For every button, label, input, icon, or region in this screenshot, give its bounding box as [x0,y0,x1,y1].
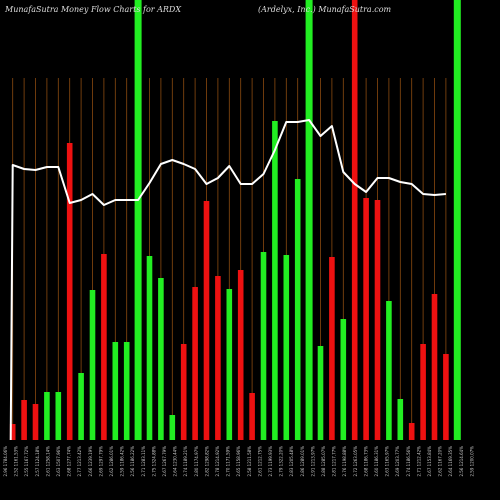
bar [237,270,244,440]
x-tick-label: 2.63 1165.97% [385,446,390,477]
bar [351,0,358,440]
x-tick-label: 2.61 1212.75% [257,446,262,477]
x-tick-label: 2.76 1198.88% [342,446,347,477]
x-tick-label: 2.59 1186.42% [120,446,125,477]
bar [226,289,233,440]
bar [215,276,221,440]
x-tick-label: 2.88 1285.07% [321,446,326,477]
x-tick-label: 2.68 1277.74% [67,446,72,477]
x-tick-label: 2.81 1217.77% [332,446,337,477]
bar [180,344,187,440]
x-tick-label: 2.66 1239.19% [88,446,93,477]
bar [374,200,381,440]
bar [123,342,130,440]
bar [192,287,198,440]
bar [453,0,461,440]
bar [420,344,426,440]
bar [260,252,267,440]
x-tick-label: 2.75 1324.88% [151,446,156,477]
x-tick-label: 2.91 1213.97% [310,446,315,477]
x-tick-label: 2.74 1189.21% [183,446,188,477]
bar [283,255,290,440]
x-tick-label: 2.74 1186.56% [406,446,411,477]
x-tick-label: 2.52 1161.53% [14,446,19,477]
x-tick-label: 2.57 1124.18% [35,446,40,477]
x-tick-label: 2.55 1167.72% [24,446,29,477]
x-tick-label: 2.62 1167.20% [438,446,443,477]
bar [32,404,39,440]
x-tick-label: 2.67 1267.79% [162,446,167,477]
x-tick-label: 2.71 1283.11% [141,446,146,477]
bar [101,254,107,440]
bar [317,346,324,440]
x-tick-label: 2.69 1203.77% [395,446,400,477]
bar [9,424,16,440]
bar [272,121,278,440]
x-tick-label: 2.58 1211.58% [247,446,252,477]
x-tick-label: 2.64 1169.35% [448,446,453,477]
bar [158,278,164,440]
bar [134,0,142,440]
x-tick-label: 2.86 1289.01% [300,446,305,477]
bar [78,373,84,440]
x-tick-label: 2.67 1153.84% [427,446,432,477]
x-tick-label: 2.62 1286.01% [109,446,114,477]
bar [249,393,255,440]
bar [55,392,62,440]
price-line-group [9,119,446,441]
bar [169,415,176,440]
x-tick-label: 2.79 1322.20% [279,446,284,477]
bar [112,342,119,440]
chart-title: MunafaSutra Money Flow Charts for ARDX [5,5,182,14]
bar [294,179,301,440]
x-tick-label: 2.65 1158.96% [236,446,241,477]
bar [146,256,153,440]
x-tick-label: 2.56 1214.64% [459,446,464,477]
x-tick-label: 2.63 1507.96% [56,446,61,477]
x-tick-label: 2.56 1186.22% [130,446,135,477]
bar [44,392,50,440]
x-tick-label: 2.77 1213.42% [77,446,82,477]
bar [21,400,27,440]
x-tick-label: 2.61 1258.14% [45,446,50,477]
x-tick-label: 2.68 1186.73% [363,446,368,477]
x-tick-label: 2.73 1199.93% [268,446,273,477]
bar [66,143,73,440]
bars-group [9,0,461,440]
x-tick-label: 2.83 1205.48% [289,446,294,477]
x-tick-label: 2.60 1186.31% [374,446,379,477]
bar [363,198,369,440]
x-tick-label: 2.78 1214.92% [215,446,220,477]
bar [329,257,335,440]
bar [386,301,392,440]
bar [397,399,404,440]
x-tick-label: 2.72 1263.05% [353,446,358,477]
bar [431,294,438,440]
x-tick-label: 2.80 1174.97% [194,446,199,477]
bar [203,201,210,440]
x-tick-label: 2.82 1298.82% [204,446,209,477]
price-line [9,119,446,441]
bar [89,290,96,440]
x-tick-label: 2.64 1230.44% [173,446,178,477]
bar [305,0,313,440]
x-tick-labels: 2.96 1784.06% 2.52 1161.53% 2.55 1167.72% 2… [3,446,474,477]
x-tick-label: 2.96 1784.06% [3,446,8,477]
x-tick-label: 2.70 1171.59% [226,446,231,477]
x-tick-label: 2.59 1200.07% [469,446,474,477]
bar [408,423,415,440]
bar [340,319,347,440]
x-tick-label: 2.71 1212.42% [416,446,421,477]
bar [443,354,449,440]
chart-subtitle: (Ardelyx, Inc.) MunafaSutra.com [258,5,392,14]
x-tick-label: 2.69 1297.79% [98,446,103,477]
